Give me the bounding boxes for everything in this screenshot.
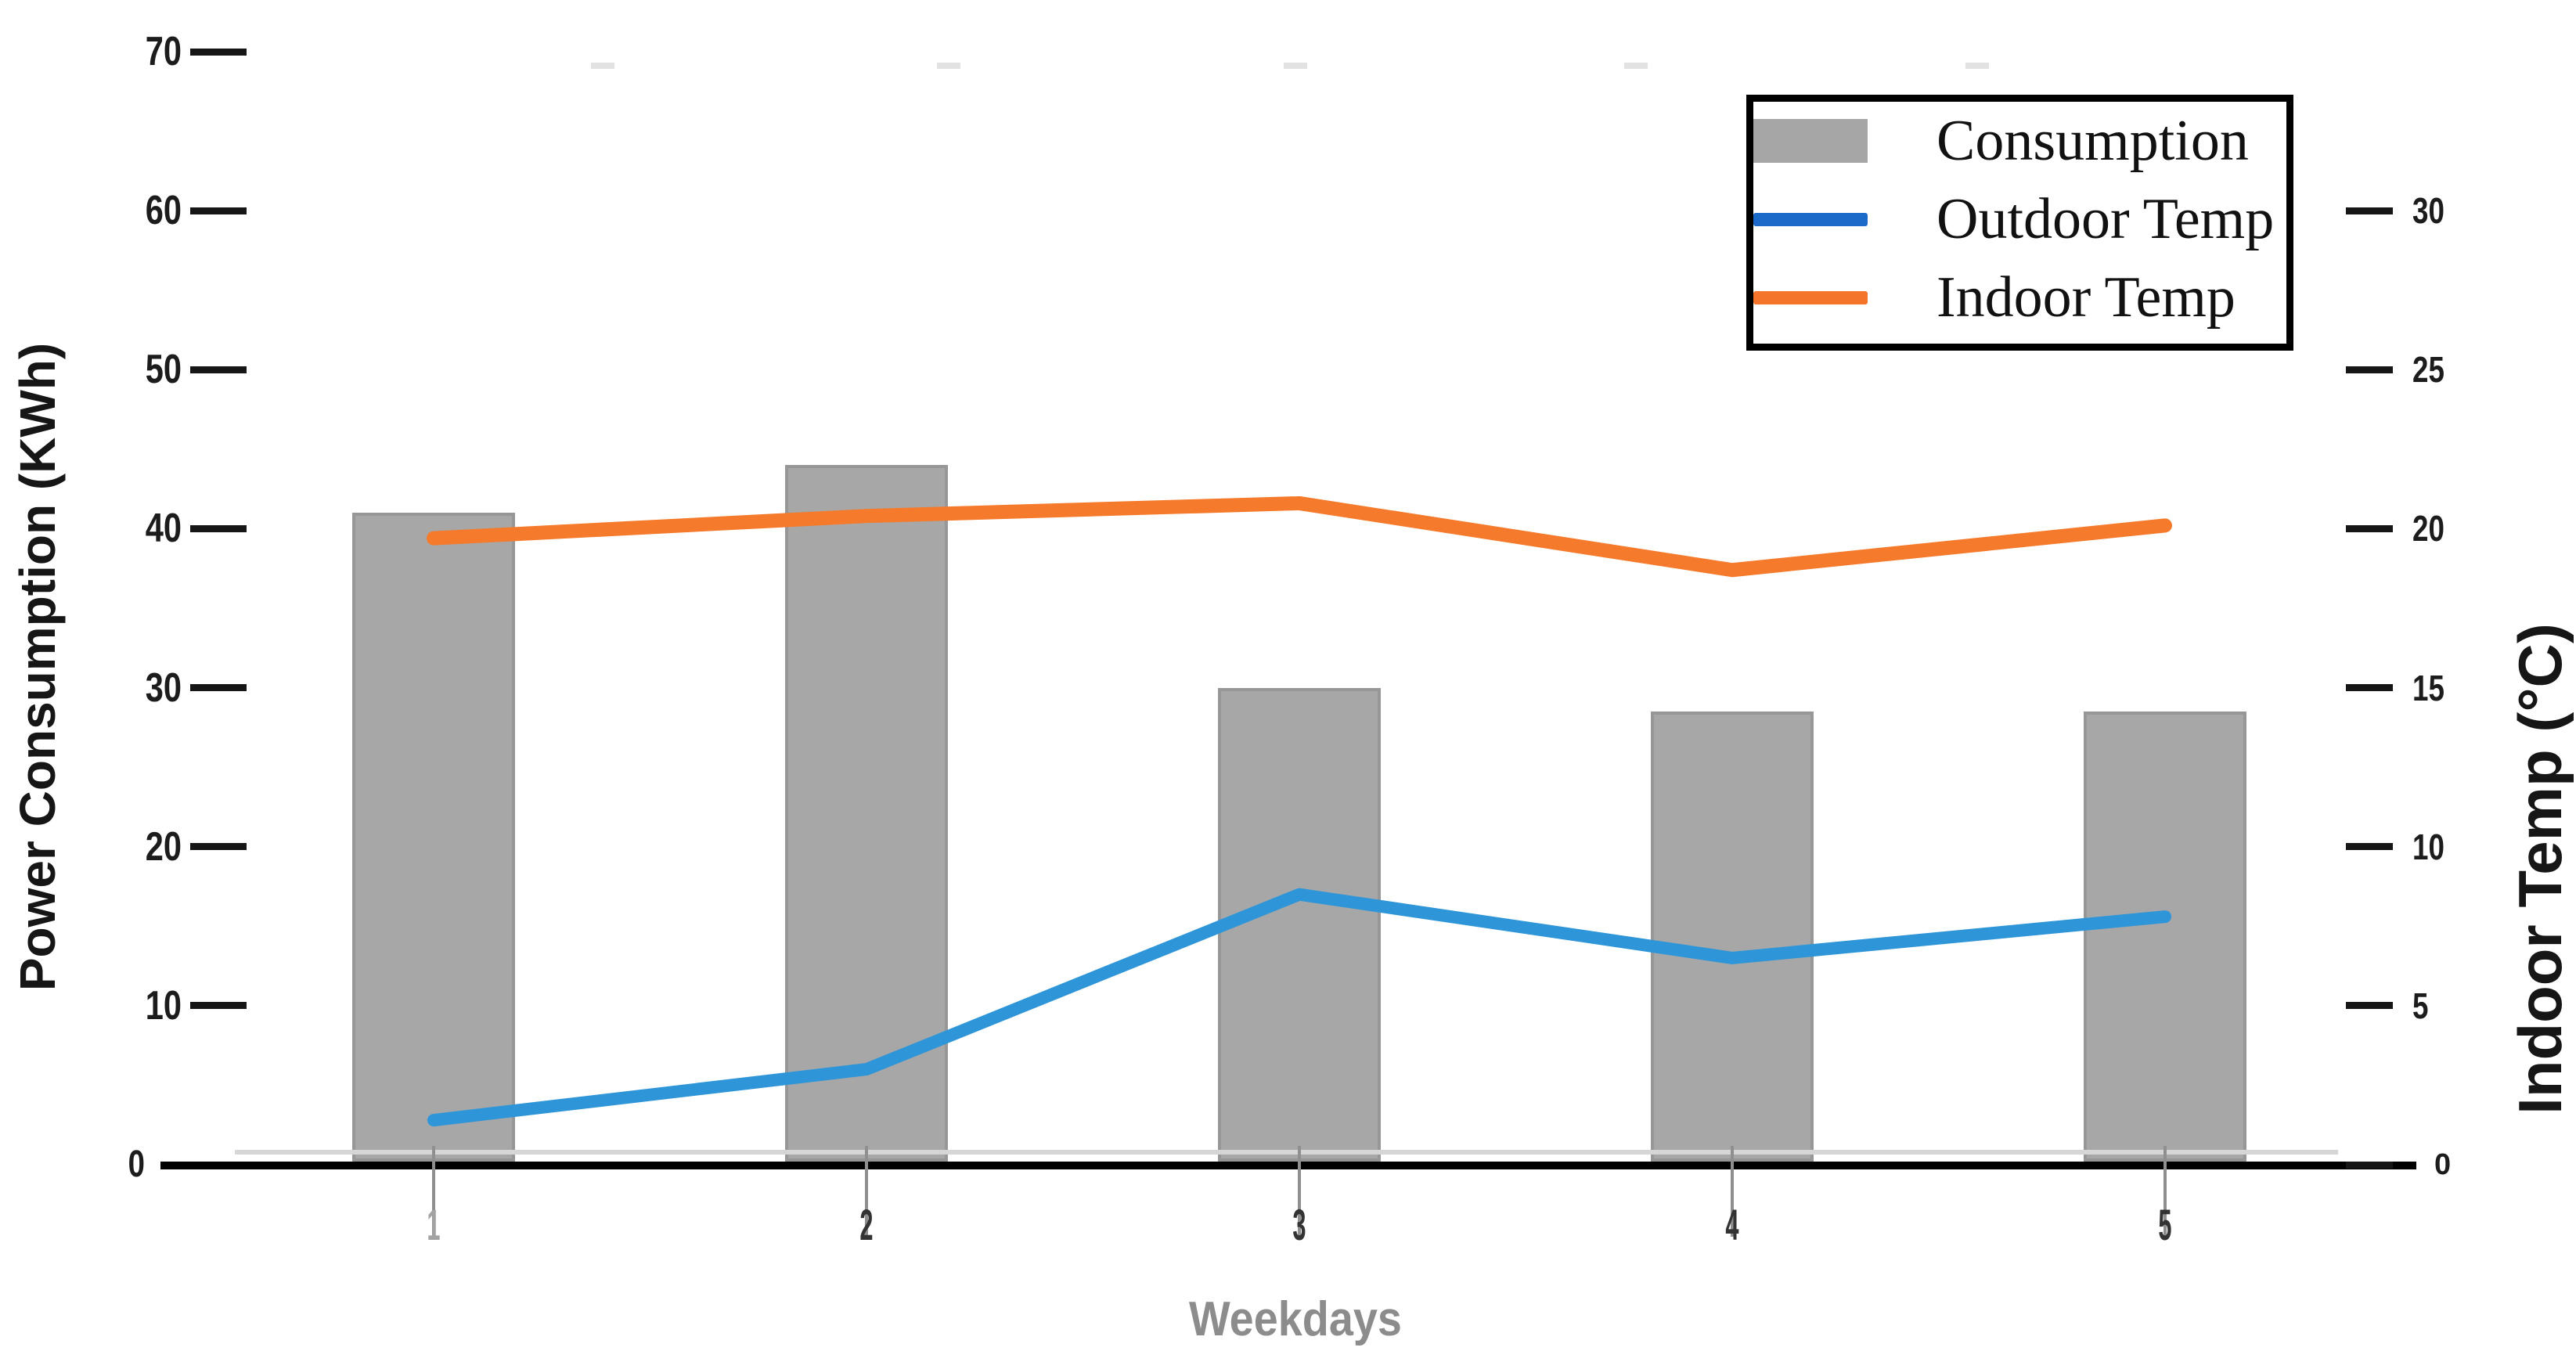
x-axis-tick	[2163, 1146, 2167, 1237]
left-axis-tick	[190, 684, 247, 692]
right-axis-tick-label: 15	[2412, 667, 2444, 708]
right-axis-tick	[2346, 207, 2393, 214]
x-axis-tick-label: 4	[1725, 1200, 1739, 1249]
left-axis-tick	[190, 48, 247, 56]
top-faint-mark	[937, 63, 960, 69]
x-axis-line	[160, 1162, 2416, 1169]
legend-row-consumption: Consumption	[1753, 102, 2286, 180]
left-axis-tick-label: 60	[145, 188, 182, 234]
left-axis-tick	[190, 843, 247, 851]
right-axis-tick	[2346, 1002, 2393, 1010]
x-axis-tick-label: 2	[859, 1200, 874, 1249]
x-axis-title: Weekdays	[1189, 1292, 1402, 1346]
right-axis-tick-label: 25	[2412, 349, 2444, 391]
left-axis-title: Power Consumption (KWh)	[9, 342, 66, 992]
top-faint-mark	[1624, 63, 1648, 69]
plot-bottom-shadow-line	[235, 1150, 2338, 1155]
right-axis-tick	[2346, 684, 2393, 692]
legend-row-indoor: Indoor Temp	[1753, 258, 2286, 337]
bar-day-1	[352, 513, 515, 1162]
legend: Consumption Outdoor Temp Indoor Temp	[1746, 95, 2293, 351]
top-faint-mark	[591, 63, 614, 69]
right-axis-tick-label: 30	[2412, 190, 2444, 232]
right-axis-tick	[2346, 524, 2393, 532]
x-axis-tick-label: 3	[1292, 1200, 1306, 1249]
indoor-temp-line	[427, 495, 2172, 578]
x-axis-tick-label: 1	[427, 1200, 441, 1249]
legend-label-consumption: Consumption	[1937, 109, 2249, 173]
right-axis-zero-label: 0	[2434, 1148, 2452, 1181]
x-axis-tick	[1298, 1146, 1301, 1237]
left-axis-zero-label: 0	[128, 1144, 145, 1185]
outdoor-temp-swatch	[1753, 212, 1868, 226]
left-axis-tick	[190, 1002, 247, 1010]
x-axis-tick	[1731, 1146, 1734, 1237]
x-axis-tick-label: 5	[2158, 1200, 2172, 1249]
x-axis-tick	[865, 1146, 868, 1237]
right-axis-title: Indoor Temp (°C)	[2506, 623, 2574, 1115]
right-axis-tick-label: 5	[2412, 985, 2429, 1026]
right-axis-tick-label: 20	[2412, 508, 2444, 549]
legend-label-outdoor: Outdoor Temp	[1937, 187, 2275, 251]
top-faint-mark	[1965, 63, 1989, 69]
top-faint-mark	[1284, 63, 1307, 69]
legend-label-indoor: Indoor Temp	[1937, 265, 2236, 330]
right-axis-tick	[2346, 366, 2393, 373]
left-axis-tick-label: 20	[145, 823, 182, 870]
left-axis-tick-label: 30	[145, 665, 182, 711]
right-axis-tick-label: 10	[2412, 826, 2444, 867]
left-axis-tick	[190, 207, 247, 214]
right-axis-tick	[2346, 843, 2393, 851]
left-axis-tick	[190, 366, 247, 373]
bar-day-3	[1218, 687, 1381, 1162]
outdoor-temp-line	[427, 888, 2171, 1127]
indoor-temp-swatch	[1753, 290, 1868, 304]
x-axis-tick	[432, 1146, 435, 1237]
left-axis-tick-label: 10	[145, 982, 182, 1029]
right-axis-tick	[2346, 1161, 2393, 1169]
left-axis-tick-label: 50	[145, 347, 182, 393]
consumption-swatch	[1753, 119, 1868, 163]
legend-row-outdoor: Outdoor Temp	[1753, 180, 2286, 258]
left-axis-tick-label: 70	[145, 29, 182, 75]
left-axis-tick-label: 40	[145, 506, 182, 552]
left-axis-tick	[190, 524, 247, 532]
bar-day-4	[1651, 712, 1814, 1162]
